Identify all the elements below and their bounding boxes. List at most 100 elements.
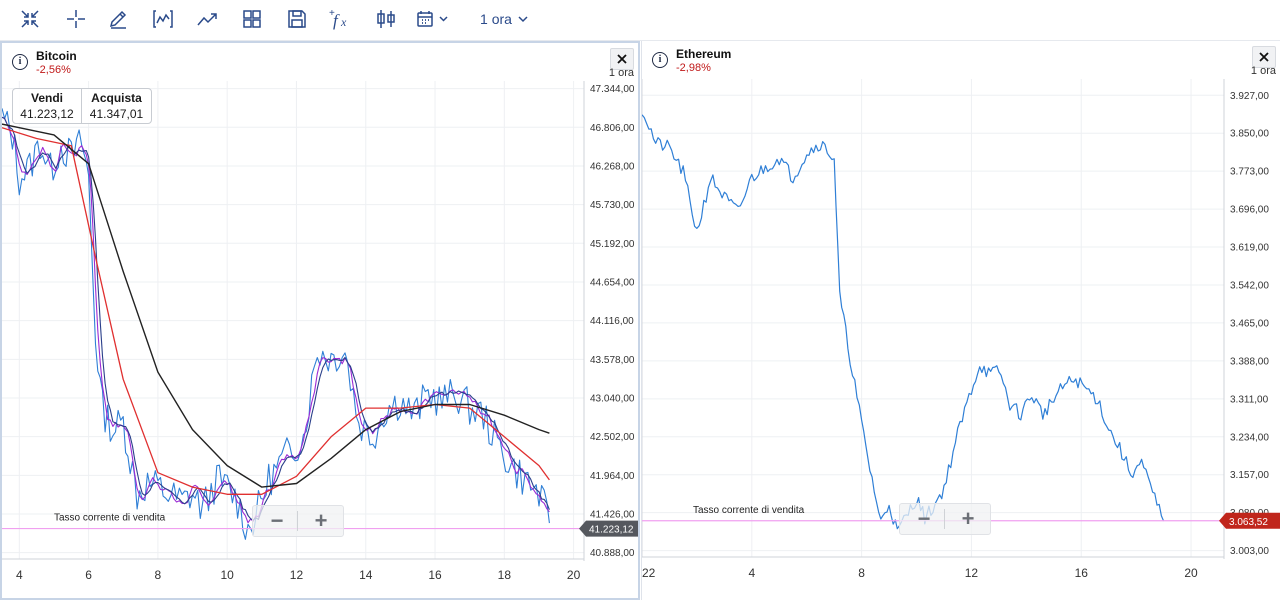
x-tick-label: 20 [1184,566,1198,580]
layout-grid-icon[interactable] [238,4,266,34]
quote-box: Vendi 41.223,12 Acquista 41.347,01 [12,88,152,124]
y-tick-label: 3.927,00 [1230,91,1269,102]
panel-timeframe: 1 ora [1250,65,1276,77]
current-rate-label: Tasso corrente di vendita [54,513,166,524]
collapse-icon[interactable] [16,4,44,34]
svg-text:f: f [333,11,340,30]
close-button[interactable] [1252,46,1276,68]
save-icon[interactable] [283,4,311,34]
zoom-in-button[interactable]: + [961,506,975,531]
ma-red-line [2,127,550,495]
x-tick-label: 16 [1075,566,1089,580]
calendar-icon[interactable] [414,4,452,34]
x-tick-label: 8 [858,566,865,580]
close-button[interactable] [610,48,634,70]
close-icon [1259,52,1269,62]
quote-divider [81,89,82,123]
y-tick-label: 3.311,00 [1230,394,1269,405]
y-tick-label: 3.465,00 [1230,318,1269,329]
zoom-in-button[interactable]: + [314,508,328,533]
y-tick-label: 3.850,00 [1230,129,1269,140]
current-rate-label: Tasso corrente di vendita [693,505,805,516]
y-tick-label: 41.964,00 [590,471,635,482]
price-line [642,114,1165,530]
crosshair-icon[interactable] [62,4,90,34]
price-line [2,108,550,540]
y-tick-label: 43.578,00 [590,355,635,366]
y-tick-label: 3.619,00 [1230,243,1269,254]
y-tick-label: 47.344,00 [590,84,635,95]
svg-text:x: x [340,15,347,29]
indicator-icon[interactable] [148,4,178,34]
function-icon[interactable]: f x + [327,4,355,34]
y-tick-label: 3.388,00 [1230,356,1269,367]
ethereum-chart[interactable]: 3.927,00 3.850,00 3.773,00 3.696,00 3.619,00… [642,41,1280,600]
pencil-icon[interactable] [104,4,132,34]
buy-quote[interactable]: Acquista 41.347,01 [82,89,151,123]
x-tick-label: 6 [85,568,92,582]
buy-value: 41.347,01 [89,107,144,121]
current-price-badge [579,520,638,537]
x-tick-label: 12 [965,566,979,580]
y-tick-label: 45.730,00 [590,200,635,211]
timeframe-label: 1 ora [480,11,512,27]
y-tick-label: 3.157,00 [1230,470,1269,481]
sell-quote[interactable]: Vendi 41.223,12 [13,89,81,123]
chart-panel-ethereum[interactable]: 3.927,00 3.850,00 3.773,00 3.696,00 3.619,00… [641,41,1280,600]
y-tick-label: 45.192,00 [590,239,635,250]
panel-header: i Ethereum -2,98% 1 ora [642,41,1280,81]
price-change: -2,56% [36,64,71,76]
y-tick-label: 44.116,00 [590,316,634,327]
y-tick-label: 3.696,00 [1230,205,1269,216]
bitcoin-chart[interactable]: 47.344,00 46.806,00 46.268,00 45.730,00 45.1… [2,43,638,598]
x-tick-label: 10 [220,568,234,582]
x-tick-label: 4 [748,566,755,580]
current-price-badge [1219,512,1280,529]
x-tick-label: 16 [428,568,442,582]
y-tick-label: 3.542,00 [1230,280,1269,291]
toolbar: f x + 1 ora [0,0,1280,41]
grid [2,81,584,559]
y-tick-label: 3.234,00 [1230,432,1269,443]
x-tick-label: 18 [498,568,512,582]
y-tick-label: 46.268,00 [590,161,635,172]
x-tick-label: 20 [567,568,581,582]
zoom-divider [297,511,298,531]
ma-black-line [2,123,550,488]
x-tick-label: 4 [16,568,23,582]
zoom-out-button[interactable]: − [270,508,284,533]
y-tick-label: 40.888,00 [590,548,635,559]
y-tick-label: 44.654,00 [590,277,635,288]
zoom-divider [944,509,945,529]
x-tick-label: 8 [155,568,162,582]
sell-label: Vendi [30,91,63,105]
current-price-label: 41.223,12 [589,525,634,536]
buy-label: Acquista [91,91,142,105]
sell-value: 41.223,12 [20,107,74,121]
panel-title: Ethereum [676,47,732,61]
x-tick-label: 2022 [642,566,656,580]
ma-mid-line [2,116,550,521]
x-tick-label: 12 [290,568,304,582]
y-tick-label: 41.426,00 [590,510,635,521]
timeframe-dropdown[interactable]: 1 ora [474,4,534,34]
x-tick-label: 14 [359,568,373,582]
zoom-control: − + [899,503,991,535]
grid [642,79,1224,557]
info-icon[interactable]: i [652,52,668,68]
panel-title: Bitcoin [36,49,77,63]
chart-panel-bitcoin[interactable]: 47.344,00 46.806,00 46.268,00 45.730,00 45.1… [0,41,640,600]
panel-header: i Bitcoin -2,56% 1 ora [2,43,638,83]
series-group [642,114,1165,530]
y-tick-label: 42.502,00 [590,432,635,443]
info-icon[interactable]: i [12,54,28,70]
close-icon [617,54,627,64]
candlestick-icon[interactable] [372,4,400,34]
chevron-down-icon [518,16,528,23]
zoom-out-button[interactable]: − [917,506,931,531]
panel-timeframe: 1 ora [608,67,634,79]
trend-icon[interactable] [194,4,222,34]
ma-fast-line [2,116,550,524]
series-group [2,108,550,540]
zoom-control: − + [252,505,344,537]
